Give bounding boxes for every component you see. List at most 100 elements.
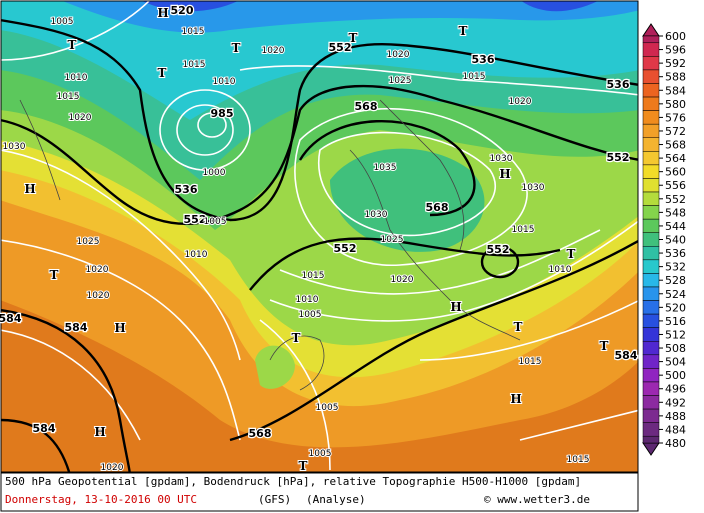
colorbar-swatch (642, 286, 660, 301)
pressure-center-label: H (24, 182, 35, 196)
contour-label: 568 (426, 201, 449, 214)
contour-label: 1015 (567, 455, 590, 465)
contour-label: 1015 (183, 60, 206, 70)
colorbar-label: 508 (665, 342, 686, 355)
colorbar-swatch (642, 300, 660, 315)
pressure-center-label: T (50, 268, 59, 282)
contour-label: 1010 (185, 250, 208, 260)
colorbar-swatch (642, 327, 660, 342)
colorbar-label: 532 (665, 261, 686, 274)
colorbar-swatch (642, 232, 660, 247)
contour-label: 552 (487, 243, 510, 256)
contour-label: 552 (329, 41, 352, 54)
contour-label: 1020 (509, 97, 532, 107)
footer-mode: (Analyse) (306, 493, 366, 506)
contour-label: 1005 (51, 17, 74, 27)
contour-label: 1010 (296, 295, 319, 305)
contour-label: 536 (607, 78, 630, 91)
pressure-center-label: T (299, 459, 308, 473)
contour-label: 1010 (549, 265, 572, 275)
contour-label: 1000 (203, 168, 226, 178)
colorbar-label: 512 (665, 328, 686, 341)
colorbar-swatch (642, 42, 660, 57)
colorbar-swatch (642, 435, 660, 444)
colorbar-label: 516 (665, 315, 686, 328)
map-frame (0, 0, 639, 473)
contour-label: 1015 (519, 357, 542, 367)
map-field (1, 1, 638, 472)
pressure-center-label: T (600, 339, 609, 353)
colorbar-label: 600 (665, 30, 686, 43)
contour-label: 1010 (65, 73, 88, 83)
pressure-center-label: H (510, 392, 521, 406)
pressure-center-label: T (158, 66, 167, 80)
colorbar-swatch (642, 368, 660, 383)
colorbar-swatch (642, 69, 660, 84)
colorbar-label: 540 (665, 234, 686, 247)
contour-label: 584 (0, 312, 22, 325)
contour-label: 1030 (490, 154, 513, 164)
colorbar-label: 580 (665, 98, 686, 111)
contour-label: 1025 (77, 237, 100, 247)
colorbar-label: 552 (665, 193, 686, 206)
contour-label: 1010 (213, 77, 236, 87)
colorbar-bottom-arrow (642, 442, 660, 456)
colorbar-label: 492 (665, 396, 686, 409)
contour-label: 1035 (374, 163, 397, 173)
colorbar-label: 564 (665, 152, 686, 165)
contour-label: 536 (175, 183, 198, 196)
contour-label: 1025 (389, 76, 412, 86)
contour-label: 520 (171, 4, 194, 17)
footer-credit: © www.wetter3.de (484, 493, 590, 506)
colorbar-label: 596 (665, 44, 686, 57)
contour-label: 1030 (522, 183, 545, 193)
colorbar-label: 536 (665, 247, 686, 260)
colorbar-top-arrow (642, 23, 660, 37)
colorbar-swatch (642, 123, 660, 139)
coastlines (19, 99, 521, 391)
contour-label: 568 (249, 427, 272, 440)
pressure-center-label: T (567, 247, 576, 261)
footer-date: Donnerstag, 13-10-2016 00 UTC (5, 493, 197, 506)
pressure-center-label: H (114, 321, 125, 335)
pressure-center-label: T (514, 320, 523, 334)
contour-label: 985 (211, 107, 234, 120)
colorbar-swatch (642, 35, 660, 44)
contour-label: 568 (355, 100, 378, 113)
colorbar-label: 500 (665, 369, 686, 382)
contour-label: 1030 (365, 210, 388, 220)
colorbar-label: 484 (665, 423, 686, 436)
colorbar-swatch (642, 56, 660, 71)
colorbar-swatch (642, 83, 660, 98)
colorbar-label: 584 (665, 84, 686, 97)
contour-label: 1020 (387, 50, 410, 60)
colorbar-label: 548 (665, 206, 686, 219)
colorbar-swatch (642, 218, 660, 233)
colorbar-label: 576 (665, 111, 686, 124)
contour-label: 1020 (101, 463, 124, 473)
isobars (1, 1, 638, 471)
contour-label: 1025 (381, 235, 404, 245)
footer-box (0, 472, 639, 512)
contour-label: 584 (65, 321, 88, 334)
colorbar-swatch (642, 151, 660, 166)
contour-label: 552 (184, 213, 207, 226)
colorbar-swatch (642, 313, 660, 328)
pressure-center-label: H (450, 300, 461, 314)
colorbar-swatch (642, 110, 660, 125)
colorbar-label: 568 (665, 139, 686, 152)
colorbar-swatch (642, 259, 660, 274)
pressure-center-label: T (232, 41, 241, 55)
colorbar-swatch (642, 381, 660, 396)
colorbar-swatch (642, 354, 660, 369)
contour-label: 1005 (204, 217, 227, 227)
colorbar-swatch (642, 408, 660, 423)
geopotential-contours (1, 18, 638, 472)
pressure-center-label: T (349, 31, 358, 45)
colorbar-swatch (642, 205, 660, 220)
contour-label: 1015 (463, 72, 486, 82)
colorbar-swatch (642, 273, 660, 288)
colorbar-swatch (642, 178, 660, 193)
colorbar-label: 572 (665, 125, 686, 138)
colorbar-label: 488 (665, 410, 686, 423)
